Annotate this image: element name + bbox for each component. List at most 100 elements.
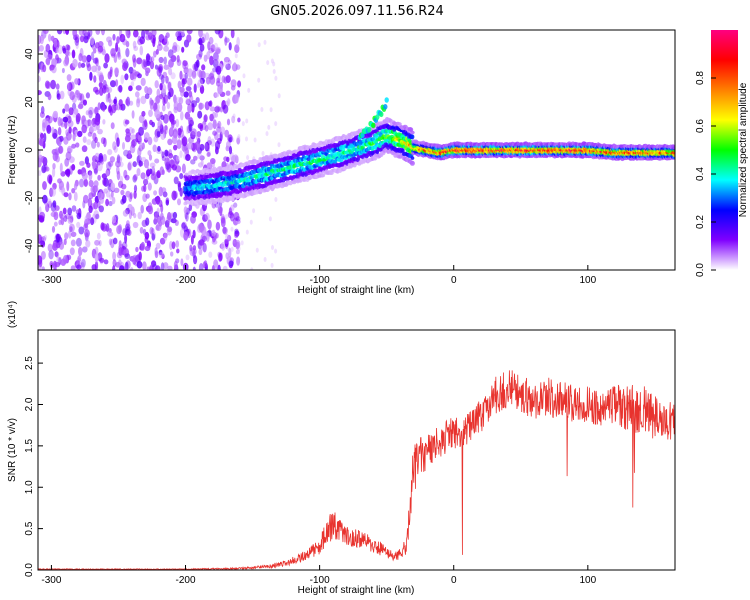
- spectrogram-ridge-blob: [409, 160, 415, 166]
- spectrogram-noise-blob: [129, 144, 136, 154]
- spectrogram-noise-blob: [71, 164, 76, 171]
- spectrogram-x-tick-label: 100: [579, 275, 596, 286]
- spectrogram-noise-blob: [193, 83, 197, 93]
- spectrogram-noise-blob: [215, 48, 221, 55]
- spectrogram-noise-blob: [38, 215, 45, 223]
- spectrogram-noise-blob: [140, 95, 147, 105]
- spectrogram-noise-blob: [160, 212, 164, 220]
- spectrogram-noise-blob: [74, 36, 80, 47]
- spectrogram-noise-blob: [206, 51, 211, 60]
- spectrogram-noise-blob: [94, 106, 99, 115]
- spectrogram-noise-blob: [263, 257, 267, 262]
- spectrogram-noise-blob: [209, 106, 216, 112]
- spectrogram-noise-blob: [67, 115, 72, 124]
- spectrogram-noise-blob: [94, 118, 101, 126]
- spectrogram-noise-blob: [209, 55, 214, 66]
- spectrogram-noise-blob: [120, 74, 125, 85]
- spectrogram-noise-blob: [162, 96, 166, 106]
- snr-y-tick-label: 2.0: [24, 397, 35, 411]
- spectrogram-noise-blob: [146, 87, 153, 96]
- spectrogram-noise-blob: [188, 123, 193, 132]
- spectrogram-noise-blob: [140, 172, 146, 180]
- spectrogram-noise-blob: [228, 146, 233, 155]
- spectrogram-noise-blob: [212, 58, 219, 68]
- spectrogram-noise-blob: [112, 141, 117, 151]
- spectrogram-noise-blob: [234, 228, 239, 235]
- spectrogram-noise-blob: [192, 229, 196, 239]
- spectrogram-noise-blob: [160, 114, 165, 121]
- spectrogram-noise-blob: [142, 58, 148, 68]
- spectrogram-noise-blob: [167, 81, 172, 92]
- spectrogram-noise-blob: [100, 222, 105, 231]
- spectrogram-noise-blob: [197, 162, 204, 168]
- spectrogram-noise-blob: [104, 53, 110, 64]
- spectrogram-noise-blob: [96, 141, 100, 148]
- spectrogram-noise-blob: [140, 241, 145, 251]
- spectrogram-y-tick-label: 40: [24, 48, 35, 60]
- colorbar-ticks: 0.0 0.2 0.4 0.6 0.8: [695, 71, 716, 277]
- spectrogram-noise-blob: [218, 252, 223, 262]
- spectrogram-noise-blob: [222, 226, 228, 235]
- spectrogram-ridge-blob: [281, 179, 286, 183]
- spectrogram-noise-blob: [50, 79, 56, 90]
- spectrogram-noise-blob: [98, 153, 104, 162]
- spectrogram-noise-blob: [124, 223, 131, 232]
- snr-multiplier-label: (x10⁴): [7, 301, 18, 328]
- spectrogram-noise-blob: [127, 150, 132, 158]
- spectrogram-noise-blob: [41, 165, 47, 174]
- spectrogram-noise-blob: [214, 140, 221, 150]
- spectrogram-noise-blob: [167, 226, 173, 233]
- spectrogram-noise-blob: [123, 169, 128, 179]
- spectrogram-noise-blob: [89, 71, 93, 81]
- spectrogram-noise-blob: [144, 231, 150, 240]
- spectrogram-noise-blob: [225, 90, 231, 96]
- spectrogram-noise-blob: [255, 247, 259, 253]
- spectrogram-noise-blob: [133, 184, 138, 193]
- spectrogram-noise-blob: [61, 67, 65, 74]
- spectrogram-noise-blob: [128, 85, 133, 92]
- spectrogram-noise-blob: [171, 45, 178, 53]
- spectrogram-noise-blob: [64, 169, 71, 175]
- spectrogram-noise-blob: [79, 35, 85, 43]
- spectrogram-noise-blob: [221, 241, 226, 251]
- colorbar-tick-label: 0.4: [695, 167, 706, 181]
- spectrogram-noise-blob: [228, 42, 232, 51]
- spectrogram-noise-blob: [124, 119, 130, 125]
- spectrogram-noise-blob: [103, 137, 107, 148]
- snr-x-axis-label: Height of straight line (km): [298, 585, 415, 596]
- spectrogram-noise-blob: [204, 231, 210, 240]
- spectrogram-noise-blob: [274, 121, 278, 127]
- spectrogram-noise-blob: [106, 161, 112, 171]
- spectrogram-noise-blob: [42, 160, 47, 167]
- spectrogram-noise-blob: [91, 51, 95, 61]
- spectrogram-noise-blob: [81, 124, 87, 134]
- spectrogram-noise-blob: [153, 190, 158, 196]
- spectrogram-noise-blob: [90, 217, 95, 226]
- spectrogram-noise-blob: [63, 136, 69, 145]
- spectrogram-noise-blob: [156, 170, 161, 179]
- spectrogram-noise-blob: [170, 72, 176, 80]
- spectrogram-noise-blob: [173, 176, 179, 185]
- spectrogram-noise-blob: [241, 121, 245, 127]
- spectrogram-noise-blob: [180, 258, 184, 267]
- spectrogram-noise-blob: [99, 257, 105, 263]
- spectrogram-noise-blob: [97, 65, 101, 71]
- spectrogram-noise-blob: [95, 89, 100, 95]
- spectrogram-noise-blob: [72, 58, 78, 68]
- spectrogram-noise-blob: [67, 207, 73, 216]
- spectrogram-noise-blob: [119, 33, 126, 43]
- spectrogram-noise-blob: [212, 119, 217, 130]
- spectrogram-noise-blob: [38, 90, 42, 96]
- spectrogram-noise-blob: [146, 169, 151, 177]
- spectrogram-noise-blob: [161, 151, 165, 159]
- spectrogram-noise-blob: [132, 221, 139, 229]
- spectrogram-noise-blob: [161, 253, 165, 260]
- spectrogram-noise-blob: [85, 110, 90, 116]
- spectrogram-noise-blob: [228, 260, 234, 267]
- snr-x-tick-label: -100: [310, 575, 330, 586]
- spectrogram-noise-blob: [96, 232, 101, 240]
- spectrogram-noise-blob: [215, 232, 219, 239]
- spectrogram-noise-blob: [73, 191, 78, 202]
- spectrogram-noise-blob: [204, 32, 210, 41]
- spectrogram-noise-blob: [198, 102, 203, 111]
